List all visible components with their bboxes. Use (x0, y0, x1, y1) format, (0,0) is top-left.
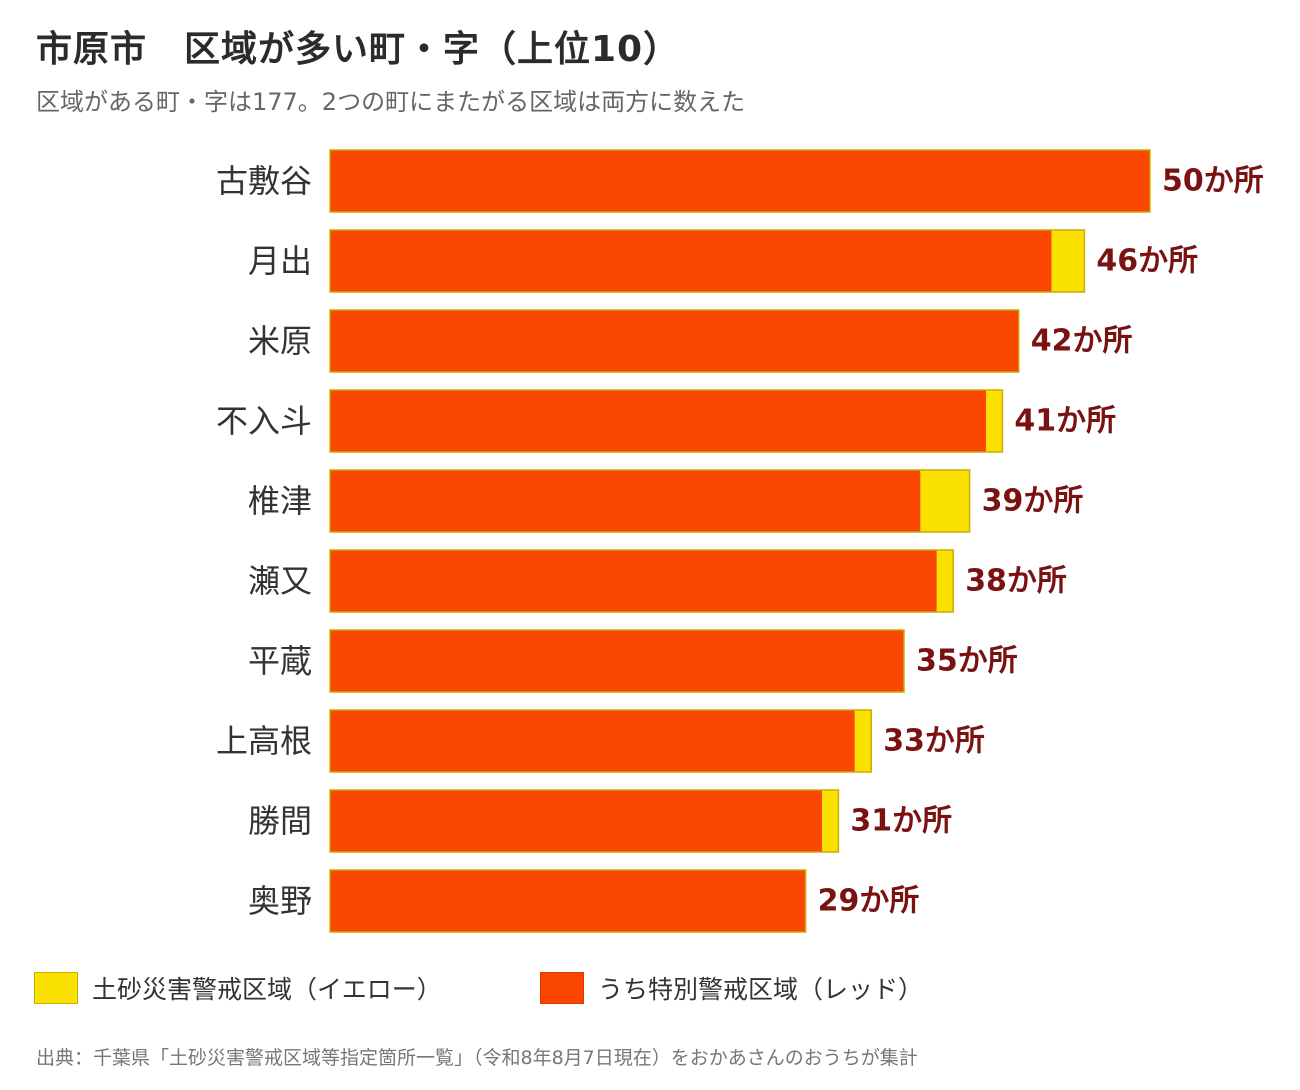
bar-outline-3 (329, 309, 1020, 373)
source-note: 出典：千葉県「土砂災害警戒区域等指定箇所一覧」（令和8年8月7日現在）をおかあさ… (36, 1047, 918, 1069)
bar-outline-10 (329, 869, 807, 933)
bar-red-10 (330, 870, 806, 932)
bar-yellow-4 (986, 390, 1003, 452)
bar-outline-7 (329, 629, 905, 693)
category-label-9: 勝間 (248, 802, 312, 840)
value-label-8: 33か所 (883, 724, 985, 759)
category-label-10: 奥野 (248, 882, 312, 920)
bar-outline-4 (329, 389, 1004, 453)
legend-label-yellow: 土砂災害警戒区域（イエロー） (92, 975, 442, 1004)
category-label-1: 古敷谷 (216, 162, 312, 200)
value-label-7: 35か所 (916, 644, 1018, 679)
category-label-4: 不入斗 (216, 402, 312, 440)
category-label-2: 月出 (248, 242, 312, 280)
value-label-3: 42か所 (1031, 324, 1133, 359)
bar-outline-8 (329, 709, 872, 773)
bar-outline-6 (329, 549, 954, 613)
bar-yellow-8 (854, 710, 872, 772)
bar-red-8 (330, 710, 855, 772)
bar-red-2 (330, 230, 1052, 292)
bar-outline-1 (329, 149, 1151, 213)
value-label-1: 50か所 (1162, 164, 1264, 199)
legend-item-red: うち特別警戒区域（レッド） (540, 968, 923, 1008)
bar-red-4 (330, 390, 986, 452)
legend-item-yellow: 土砂災害警戒区域（イエロー） (34, 968, 442, 1008)
chart-subtitle: 区域がある町・字は177。2つの町にまたがる区域は両方に数えた (36, 88, 746, 116)
legend-label-red: うち特別警戒区域（レッド） (598, 975, 924, 1004)
legend-swatch-red (540, 972, 584, 1004)
bar-outline-9 (329, 789, 840, 853)
legend-swatch-yellow (34, 972, 78, 1004)
category-label-6: 瀬又 (248, 562, 312, 600)
bar-yellow-6 (936, 550, 954, 612)
bar-yellow-2 (1051, 230, 1085, 292)
chart-title: 市原市 区域が多い町・字（上位10） (36, 29, 681, 70)
bar-outline-5 (329, 469, 971, 533)
bar-red-9 (330, 790, 822, 852)
value-label-10: 29か所 (818, 884, 920, 919)
category-label-7: 平蔵 (248, 642, 312, 680)
bar-yellow-9 (822, 790, 839, 852)
category-label-8: 上高根 (216, 722, 312, 760)
category-label-3: 米原 (248, 322, 312, 360)
bar-red-6 (330, 550, 937, 612)
value-label-2: 46か所 (1096, 244, 1198, 279)
category-label-5: 椎津 (248, 482, 312, 520)
bar-outline-2 (329, 229, 1086, 293)
bar-red-5 (330, 470, 921, 532)
value-label-4: 41か所 (1014, 404, 1116, 439)
bar-red-1 (330, 150, 1150, 212)
value-label-9: 31か所 (850, 804, 952, 839)
bar-red-3 (330, 310, 1019, 372)
value-label-5: 39か所 (982, 484, 1084, 519)
bar-yellow-5 (920, 470, 970, 532)
value-label-6: 38か所 (965, 564, 1067, 599)
bar-red-7 (330, 630, 904, 692)
